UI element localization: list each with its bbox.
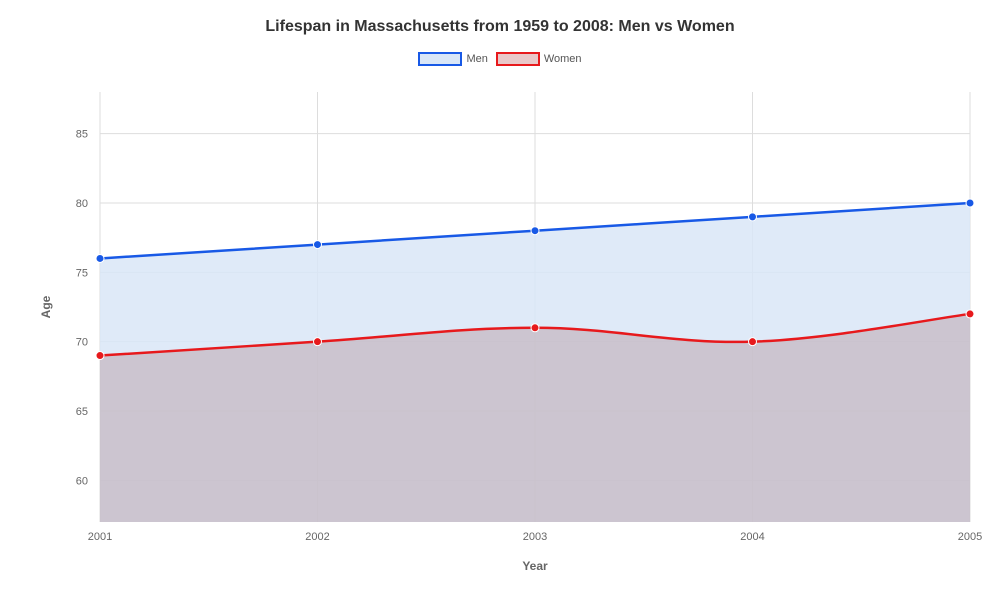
marker-women — [749, 338, 757, 346]
x-tick-label: 2002 — [305, 531, 329, 543]
marker-women — [314, 338, 322, 346]
x-axis-label: Year — [522, 559, 548, 573]
y-tick-label: 70 — [76, 337, 88, 349]
marker-women — [966, 310, 974, 318]
marker-men — [96, 254, 104, 262]
marker-women — [96, 352, 104, 360]
chart-container: Lifespan in Massachusetts from 1959 to 2… — [0, 0, 1000, 600]
x-tick-label: 2004 — [740, 531, 764, 543]
marker-men — [749, 213, 757, 221]
x-tick-label: 2005 — [958, 531, 982, 543]
y-tick-label: 80 — [76, 198, 88, 210]
marker-men — [314, 241, 322, 249]
chart-svg: 2001 2002 2003 2004 2005 60 65 70 75 80 85 Year Age — [0, 0, 1000, 600]
y-tick-label: 60 — [76, 475, 88, 487]
y-tick-label: 75 — [76, 267, 88, 279]
y-tick-label: 65 — [76, 406, 88, 418]
y-axis-label: Age — [39, 295, 53, 318]
marker-women — [531, 324, 539, 332]
y-tick-label: 85 — [76, 129, 88, 141]
marker-men — [966, 199, 974, 207]
x-tick-label: 2001 — [88, 531, 112, 543]
x-tick-label: 2003 — [523, 531, 547, 543]
marker-men — [531, 227, 539, 235]
